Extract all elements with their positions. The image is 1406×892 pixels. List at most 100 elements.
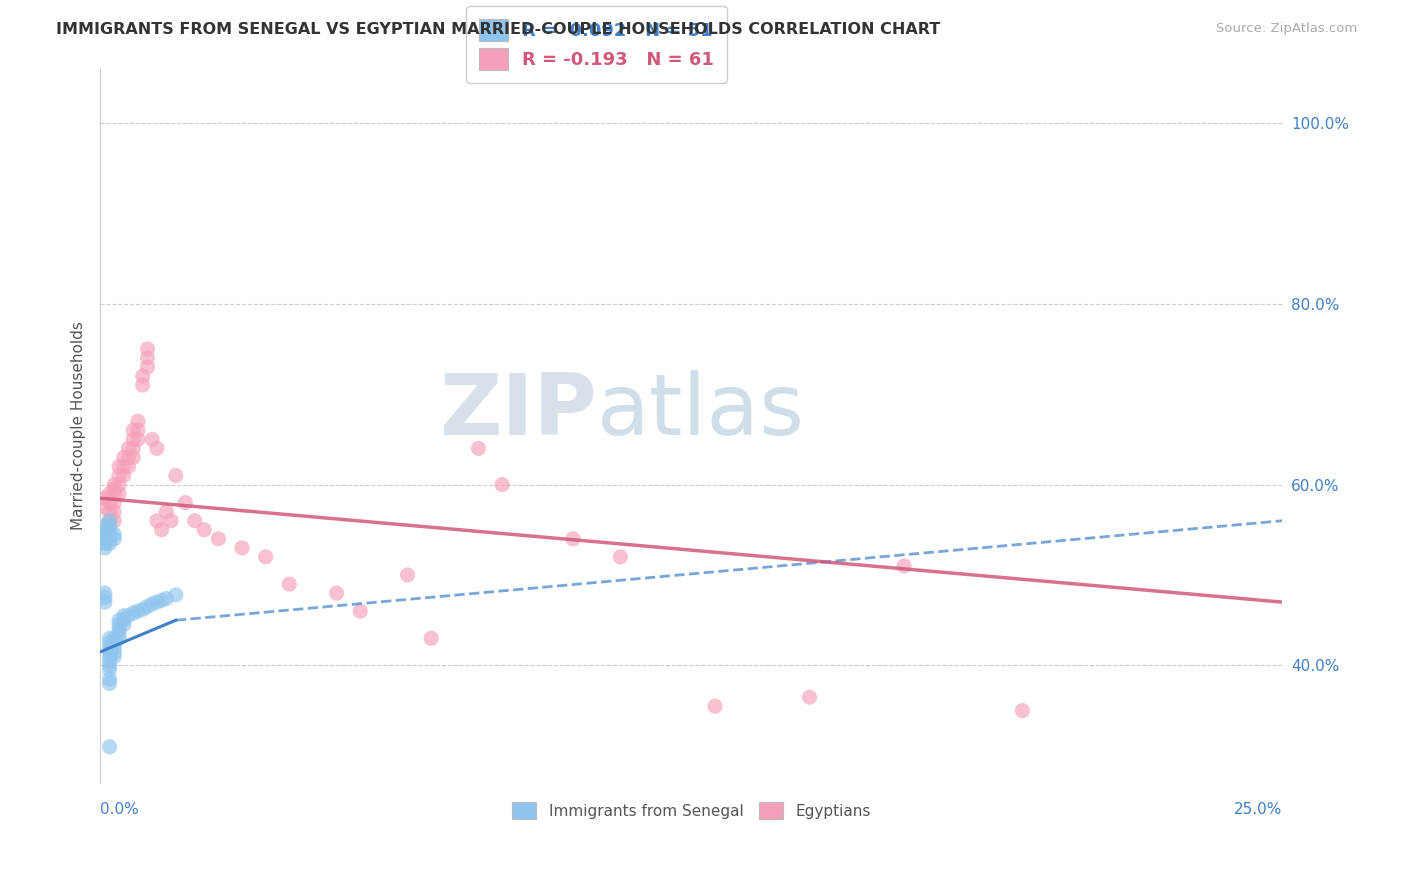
Point	[174, 496, 197, 510]
Point	[146, 514, 169, 528]
Point	[127, 414, 149, 428]
Point	[122, 450, 145, 465]
Point	[98, 486, 121, 500]
Point	[112, 613, 135, 627]
Point	[1011, 704, 1033, 718]
Point	[127, 433, 149, 447]
Point	[98, 663, 121, 677]
Point	[112, 468, 135, 483]
Point	[94, 591, 117, 605]
Point	[103, 482, 125, 496]
Point	[94, 491, 117, 505]
Point	[146, 442, 169, 456]
Point	[98, 640, 121, 655]
Point	[108, 613, 131, 627]
Point	[420, 632, 443, 646]
Point	[103, 486, 125, 500]
Point	[122, 606, 145, 620]
Point	[183, 514, 205, 528]
Point	[103, 645, 125, 659]
Point	[108, 617, 131, 632]
Point	[98, 654, 121, 668]
Point	[98, 527, 121, 541]
Point	[131, 378, 153, 392]
Point	[94, 595, 117, 609]
Point	[278, 577, 301, 591]
Point	[103, 640, 125, 655]
Point	[112, 459, 135, 474]
Point	[467, 442, 489, 456]
Point	[98, 518, 121, 533]
Point	[141, 433, 163, 447]
Point	[122, 423, 145, 437]
Point	[112, 450, 135, 465]
Point	[136, 599, 159, 614]
Point	[117, 450, 139, 465]
Point	[98, 636, 121, 650]
Point	[103, 649, 125, 664]
Point	[103, 496, 125, 510]
Point	[98, 532, 121, 546]
Point	[98, 658, 121, 673]
Point	[98, 645, 121, 659]
Point	[150, 523, 173, 537]
Point	[94, 541, 117, 555]
Point	[325, 586, 347, 600]
Text: 0.0%: 0.0%	[100, 802, 139, 816]
Point	[94, 536, 117, 550]
Point	[117, 442, 139, 456]
Text: atlas: atlas	[596, 370, 804, 453]
Point	[117, 459, 139, 474]
Text: 25.0%: 25.0%	[1234, 802, 1282, 816]
Point	[103, 505, 125, 519]
Point	[98, 739, 121, 754]
Point	[94, 518, 117, 533]
Point	[98, 649, 121, 664]
Text: ZIP: ZIP	[439, 370, 596, 453]
Point	[207, 532, 229, 546]
Point	[562, 532, 585, 546]
Point	[108, 486, 131, 500]
Point	[165, 588, 187, 602]
Point	[704, 699, 727, 714]
Point	[103, 532, 125, 546]
Point	[108, 627, 131, 641]
Point	[609, 549, 631, 564]
Point	[94, 532, 117, 546]
Point	[141, 597, 163, 611]
Point	[108, 468, 131, 483]
Point	[155, 505, 177, 519]
Point	[150, 593, 173, 607]
Point	[349, 604, 371, 618]
Point	[103, 514, 125, 528]
Point	[108, 632, 131, 646]
Point	[491, 477, 513, 491]
Point	[108, 622, 131, 636]
Point	[98, 523, 121, 537]
Point	[112, 608, 135, 623]
Point	[103, 527, 125, 541]
Point	[94, 523, 117, 537]
Point	[254, 549, 277, 564]
Point	[131, 602, 153, 616]
Point	[98, 518, 121, 533]
Point	[193, 523, 215, 537]
Point	[160, 514, 183, 528]
Point	[94, 527, 117, 541]
Point	[98, 496, 121, 510]
Point	[155, 591, 177, 606]
Point	[122, 433, 145, 447]
Point	[893, 558, 915, 573]
Point	[131, 369, 153, 384]
Point	[103, 477, 125, 491]
Point	[98, 514, 121, 528]
Point	[98, 536, 121, 550]
Point	[94, 586, 117, 600]
Point	[396, 568, 419, 582]
Text: IMMIGRANTS FROM SENEGAL VS EGYPTIAN MARRIED-COUPLE HOUSEHOLDS CORRELATION CHART: IMMIGRANTS FROM SENEGAL VS EGYPTIAN MARR…	[56, 22, 941, 37]
Point	[136, 342, 159, 356]
Point	[136, 359, 159, 374]
Point	[146, 595, 169, 609]
Point	[112, 617, 135, 632]
Point	[103, 632, 125, 646]
